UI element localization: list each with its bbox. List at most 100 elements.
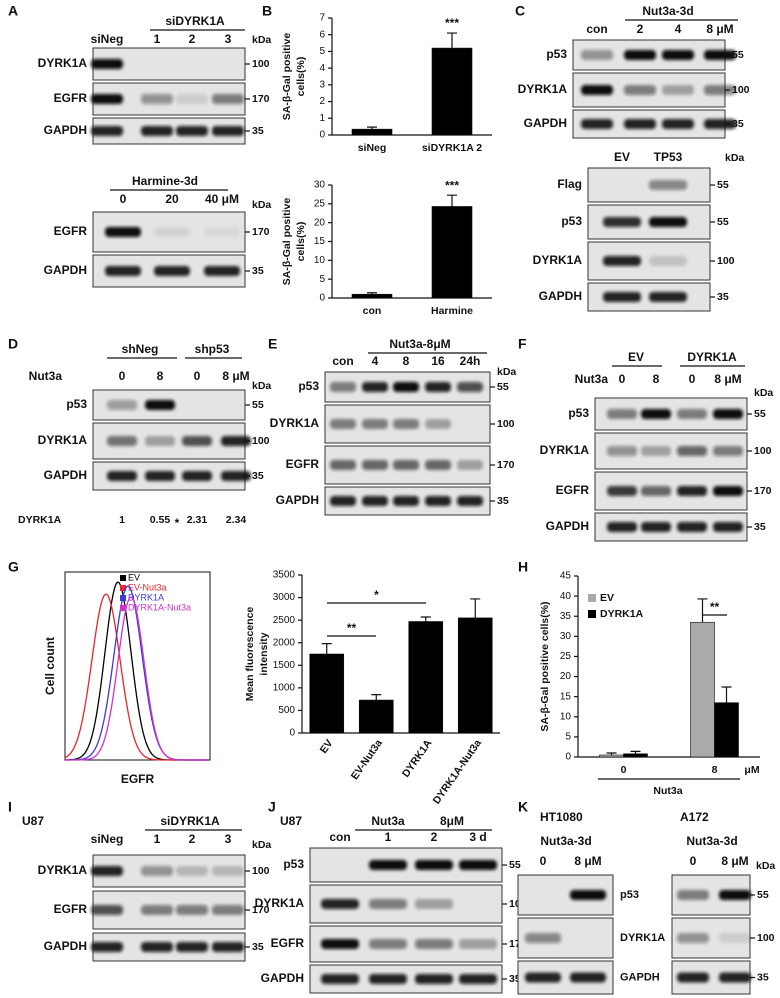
- row-label: DYRK1A: [270, 416, 320, 430]
- band: [321, 974, 359, 984]
- band: [321, 939, 359, 949]
- lane-label: siNeg: [91, 832, 124, 846]
- x-axis-label: Nut3a: [653, 785, 682, 797]
- y-tick-label: 1: [319, 113, 325, 124]
- kda-label: 100: [252, 865, 270, 877]
- lane-label: 3: [225, 832, 232, 846]
- row-label: DYRK1A: [620, 932, 665, 944]
- x-unit-label: μM: [744, 764, 759, 776]
- band: [641, 446, 671, 456]
- band: [641, 486, 671, 496]
- lane-label: 8 μM: [574, 854, 601, 868]
- kda-label: 170: [497, 459, 515, 471]
- significance-label: ***: [445, 16, 459, 30]
- quant-value: 0.55: [150, 514, 171, 526]
- band: [677, 486, 707, 496]
- y-tick-label: 10: [560, 711, 572, 722]
- y-tick-label: 0: [319, 293, 325, 304]
- band: [221, 471, 251, 481]
- band: [91, 94, 123, 104]
- row-label: p53: [66, 397, 87, 411]
- band: [713, 522, 743, 532]
- panel-label: I: [8, 799, 12, 815]
- lane-label: 0: [689, 372, 696, 386]
- band: [176, 94, 208, 104]
- band: [212, 126, 244, 136]
- band: [91, 59, 123, 69]
- kda-label: 55: [497, 381, 509, 393]
- kda-label: 100: [757, 932, 775, 944]
- kda-label: 35: [509, 973, 521, 985]
- row-label: GAPDH: [524, 116, 567, 130]
- kda-label: 100: [252, 435, 270, 447]
- band: [393, 496, 419, 506]
- lane-label: 8: [157, 369, 164, 383]
- band: [677, 933, 709, 943]
- lane-label: 4: [372, 354, 379, 368]
- band: [415, 860, 453, 870]
- band: [581, 50, 613, 60]
- kda-label: 100: [252, 58, 270, 70]
- y-tick-label: 15: [560, 691, 572, 702]
- band: [704, 50, 736, 60]
- y-tick-label: 3000: [273, 592, 296, 603]
- bar: [623, 753, 648, 758]
- y-tick-label: 15: [314, 236, 326, 247]
- band: [204, 227, 240, 237]
- error-bar: [321, 643, 332, 654]
- lane-label: con: [332, 354, 353, 368]
- x-tick-label: con: [363, 305, 382, 317]
- lane-label: TP53: [654, 150, 683, 164]
- kda-label: 170: [252, 93, 270, 105]
- lane-label: 2: [431, 830, 438, 844]
- x-tick-label: Harmine: [431, 305, 473, 317]
- group-label: shNeg: [122, 342, 159, 356]
- bar: [457, 617, 493, 734]
- row-label: DYRK1A: [38, 56, 88, 70]
- band: [330, 496, 356, 506]
- blot-title: U87: [22, 814, 44, 828]
- lane-label: 1: [385, 830, 392, 844]
- legend-label: EV: [128, 572, 140, 582]
- kda-label: 35: [252, 265, 264, 277]
- y-tick-label: 40: [560, 591, 572, 602]
- band: [154, 266, 190, 276]
- group-label: shp53: [195, 342, 230, 356]
- panel-label: G: [8, 559, 19, 575]
- row-label: DYRK1A: [540, 443, 590, 457]
- kda-label: 55: [509, 859, 521, 871]
- band: [719, 890, 751, 900]
- band: [393, 382, 419, 392]
- row-label: GAPDH: [276, 493, 319, 507]
- band: [649, 292, 687, 302]
- row-label: EGFR: [54, 902, 88, 916]
- lane-label: 40 μM: [205, 192, 239, 206]
- lane-label: 8 μM: [706, 22, 733, 36]
- quant-value: 2.31: [187, 514, 208, 526]
- error-bar: [721, 686, 732, 703]
- y-axis-label: Cell count: [43, 637, 57, 695]
- band: [91, 942, 123, 952]
- kda-label: 35: [757, 971, 769, 983]
- band: [91, 126, 123, 136]
- band: [369, 860, 407, 870]
- legend-swatch: [120, 595, 126, 601]
- row-label: GAPDH: [261, 971, 304, 985]
- band: [570, 890, 606, 900]
- kda-label: 35: [252, 125, 264, 137]
- panel-label: F: [518, 336, 527, 352]
- row-label: DYRK1A: [518, 82, 568, 96]
- band: [719, 972, 751, 983]
- legend-label: EV: [600, 592, 614, 604]
- band: [362, 419, 388, 429]
- row-label: EGFR: [54, 91, 88, 105]
- band: [457, 460, 483, 470]
- y-axis-label: Mean fluorescence: [244, 607, 256, 702]
- bar: [309, 653, 345, 734]
- lane-label: con: [329, 830, 350, 844]
- panel-label: D: [8, 336, 18, 352]
- lane-label: 20: [165, 192, 179, 206]
- band: [607, 409, 637, 419]
- band: [649, 256, 687, 266]
